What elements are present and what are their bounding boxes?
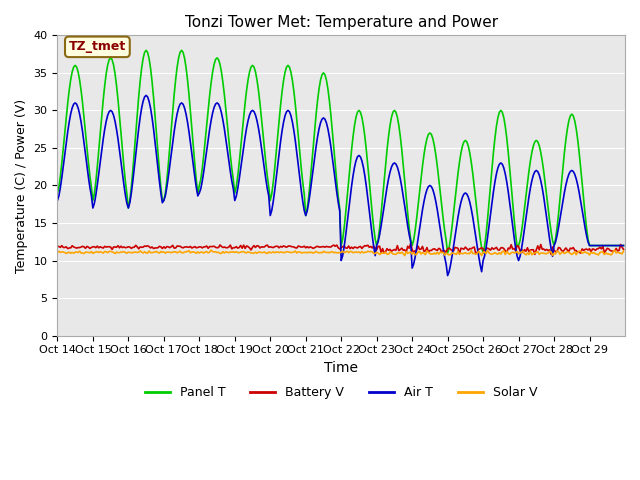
Air T: [460, 191, 468, 197]
Solar V: [460, 251, 468, 256]
Battery V: [345, 243, 353, 249]
Text: TZ_tmet: TZ_tmet: [68, 40, 126, 53]
Panel T: [142, 48, 150, 53]
Line: Battery V: Battery V: [58, 243, 623, 254]
Solar V: [54, 250, 61, 255]
Solar V: [544, 250, 552, 256]
Battery V: [90, 244, 98, 250]
Panel T: [460, 139, 468, 145]
Solar V: [90, 250, 98, 255]
Panel T: [90, 191, 98, 197]
Panel T: [346, 162, 354, 168]
Solar V: [207, 247, 215, 253]
Battery V: [459, 246, 467, 252]
Panel T: [618, 243, 626, 249]
Air T: [346, 195, 354, 201]
Battery V: [73, 245, 81, 251]
Line: Solar V: Solar V: [58, 250, 623, 256]
Panel T: [544, 205, 552, 211]
Battery V: [407, 240, 415, 246]
Battery V: [531, 252, 539, 257]
Air T: [444, 273, 451, 278]
Panel T: [620, 243, 627, 249]
Air T: [54, 198, 61, 204]
Air T: [544, 226, 552, 231]
Solar V: [73, 249, 81, 255]
Air T: [620, 243, 627, 249]
Solar V: [401, 253, 408, 259]
Battery V: [620, 247, 627, 252]
Title: Tonzi Tower Met: Temperature and Power: Tonzi Tower Met: Temperature and Power: [184, 15, 498, 30]
Battery V: [54, 244, 61, 250]
Solar V: [618, 251, 626, 257]
Air T: [73, 101, 81, 107]
Solar V: [620, 248, 627, 254]
Legend: Panel T, Battery V, Air T, Solar V: Panel T, Battery V, Air T, Solar V: [140, 382, 543, 405]
Panel T: [73, 64, 81, 70]
Air T: [90, 201, 98, 206]
Battery V: [544, 248, 552, 253]
Air T: [142, 93, 150, 98]
Panel T: [54, 190, 61, 196]
Solar V: [346, 249, 354, 254]
Air T: [618, 243, 626, 249]
Battery V: [618, 244, 626, 250]
Line: Panel T: Panel T: [58, 50, 623, 253]
Y-axis label: Temperature (C) / Power (V): Temperature (C) / Power (V): [15, 98, 28, 273]
Line: Air T: Air T: [58, 96, 623, 276]
Panel T: [444, 250, 451, 256]
X-axis label: Time: Time: [324, 361, 358, 375]
